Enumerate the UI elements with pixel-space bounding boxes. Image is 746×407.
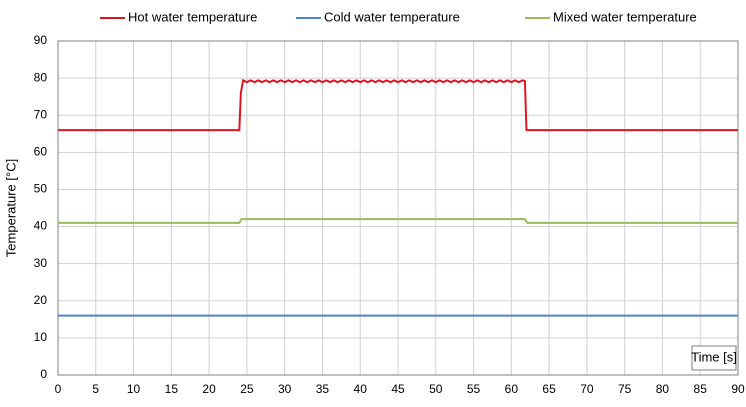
x-tick-label: 35: [316, 382, 330, 396]
x-tick-label: 0: [55, 382, 62, 396]
y-tick-label: 40: [34, 219, 48, 233]
y-tick-label: 10: [34, 330, 48, 344]
data-line: [58, 218, 738, 224]
y-tick-label: 20: [34, 293, 48, 307]
x-tick-label: 25: [240, 382, 254, 396]
plot-frame: [57, 40, 739, 376]
x-tick-label: 20: [202, 382, 216, 396]
x-tick-label: 30: [278, 382, 292, 396]
y-tick-label: 90: [34, 33, 48, 47]
y-tick-label: 50: [34, 182, 48, 196]
legend-label: Cold water temperature: [324, 9, 460, 24]
x-tick-label: 90: [731, 382, 745, 396]
x-tick-label: 45: [391, 382, 405, 396]
legend-label: Hot water temperature: [128, 9, 257, 24]
x-tick-label: 55: [467, 382, 481, 396]
x-tick-label: 60: [505, 382, 519, 396]
x-tick-label: 75: [618, 382, 632, 396]
x-axis-label-box: [691, 345, 737, 371]
x-tick-label: 85: [694, 382, 708, 396]
x-tick-label: 15: [165, 382, 179, 396]
x-tick-label: 70: [580, 382, 594, 396]
y-tick-label: 70: [34, 107, 48, 121]
y-axis-label: Temperature [°C]: [3, 159, 18, 257]
x-tick-label: 5: [92, 382, 99, 396]
x-axis-label: Time [s]: [691, 349, 737, 364]
x-tick-label: 65: [542, 382, 556, 396]
x-tick-label: 80: [656, 382, 670, 396]
y-tick-label: 60: [34, 145, 48, 159]
y-tick-label: 80: [34, 70, 48, 84]
data-line: [58, 78, 738, 132]
y-tick-label: 30: [34, 256, 48, 270]
legend-label: Mixed water temperature: [553, 9, 697, 24]
x-tick-label: 50: [429, 382, 443, 396]
x-tick-label: 40: [354, 382, 368, 396]
x-tick-label: 10: [127, 382, 141, 396]
y-tick-label: 0: [40, 367, 47, 381]
